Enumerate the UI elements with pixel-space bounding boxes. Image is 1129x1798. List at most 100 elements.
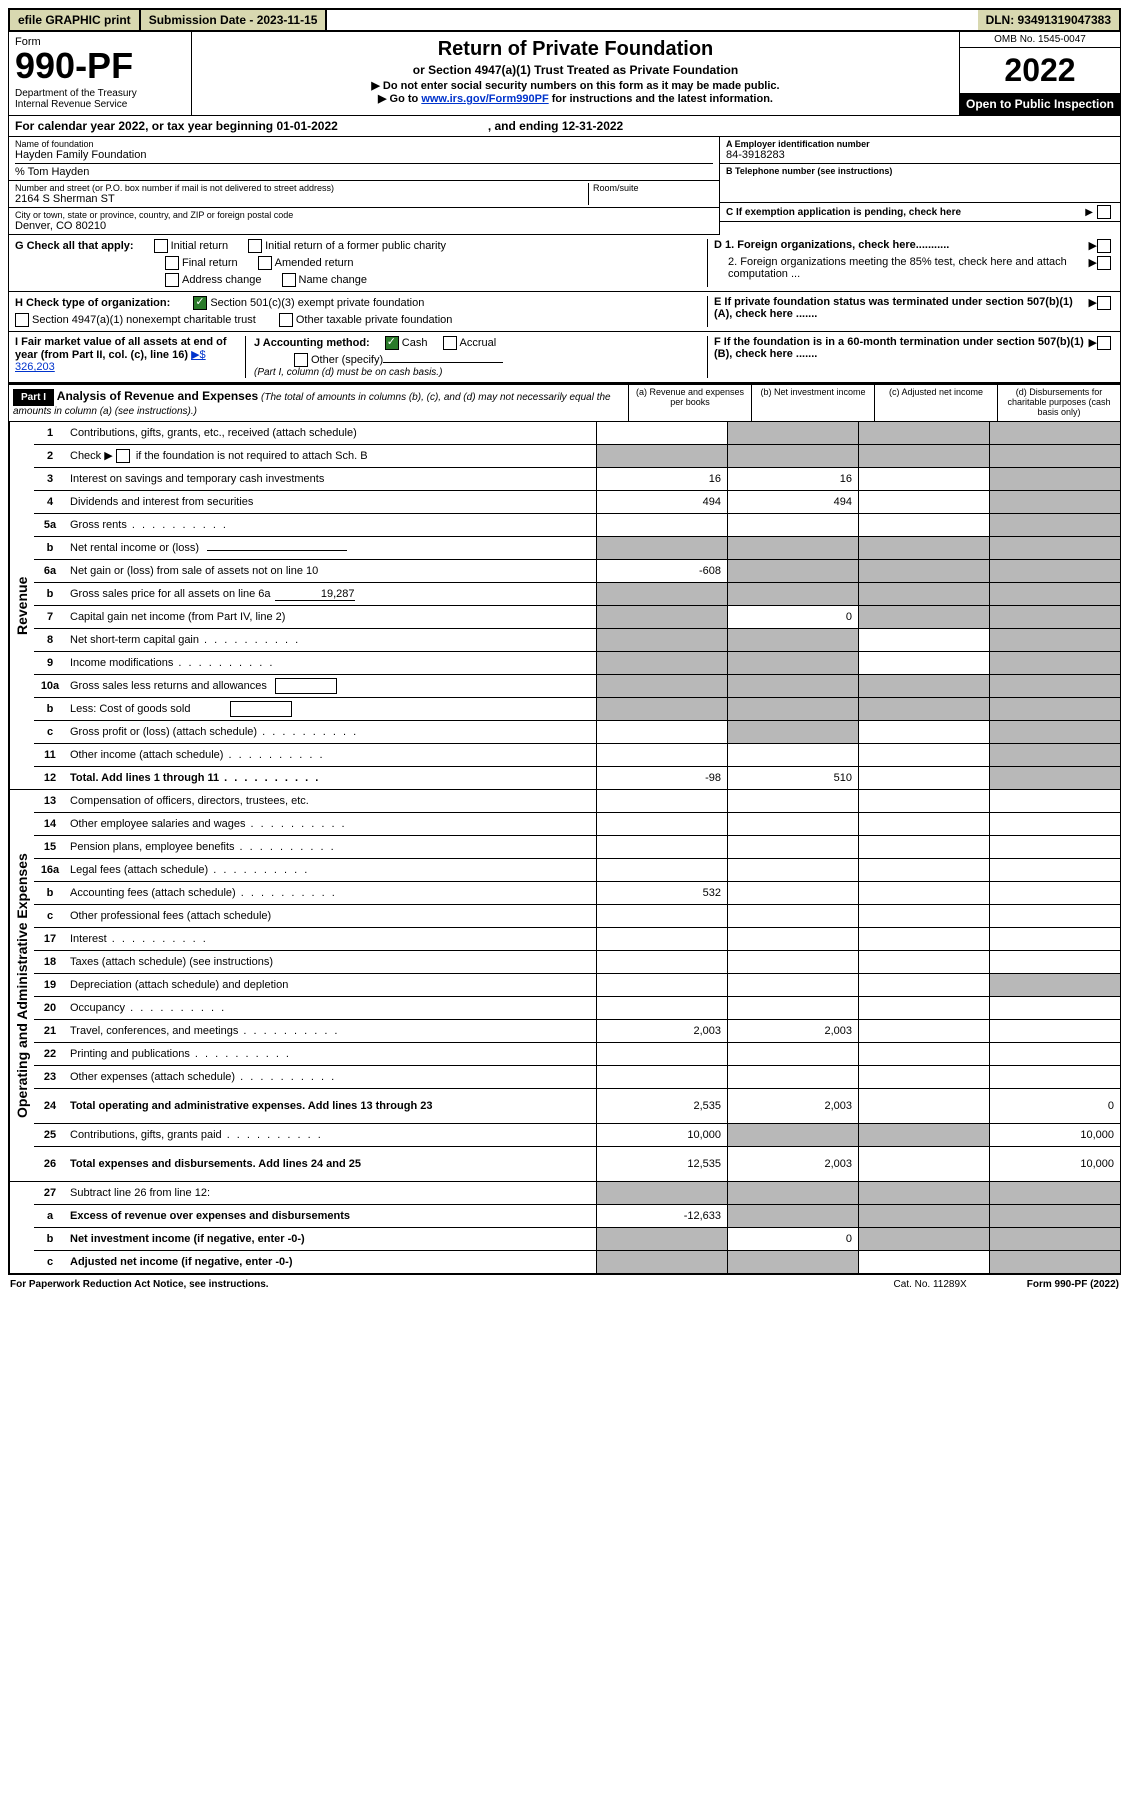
h-label: H Check type of organization: — [15, 297, 170, 309]
f-label: F If the foundation is in a 60-month ter… — [714, 336, 1089, 360]
efile-print-btn[interactable]: efile GRAPHIC print — [10, 10, 141, 30]
col-c-hdr: (c) Adjusted net income — [874, 385, 997, 421]
r12-desc: Total. Add lines 1 through 11 — [66, 770, 596, 786]
r27-desc: Subtract line 26 from line 12: — [66, 1185, 596, 1201]
h-other-checkbox[interactable] — [279, 313, 293, 327]
expenses-table: Operating and Administrative Expenses 13… — [8, 790, 1121, 1182]
col-d-hdr: (d) Disbursements for charitable purpose… — [997, 385, 1120, 421]
r3-a: 16 — [596, 468, 727, 490]
d2-label: 2. Foreign organizations meeting the 85%… — [714, 256, 1089, 280]
cal-end: , and ending 12-31-2022 — [488, 119, 623, 133]
d1-label: D 1. Foreign organizations, check here..… — [714, 239, 1089, 253]
r6b-val: 19,287 — [275, 588, 355, 601]
r10c-desc: Gross profit or (loss) (attach schedule) — [66, 724, 596, 740]
j-cash: Cash — [402, 337, 428, 349]
page-footer: For Paperwork Reduction Act Notice, see … — [8, 1275, 1121, 1294]
entity-info: Name of foundation Hayden Family Foundat… — [8, 137, 1121, 235]
r23-desc: Other expenses (attach schedule) — [66, 1069, 596, 1085]
r25-a: 10,000 — [596, 1124, 727, 1146]
d2-checkbox[interactable] — [1097, 256, 1111, 270]
open-to-public: Open to Public Inspection — [960, 93, 1120, 115]
footer-catno: Cat. No. 11289X — [894, 1279, 967, 1290]
r18-desc: Taxes (attach schedule) (see instruction… — [66, 954, 596, 970]
phone-label: B Telephone number (see instructions) — [726, 166, 1114, 176]
r19-desc: Depreciation (attach schedule) and deple… — [66, 977, 596, 993]
j-other-checkbox[interactable] — [294, 353, 308, 367]
e-checkbox[interactable] — [1097, 296, 1111, 310]
g-final-checkbox[interactable] — [165, 256, 179, 270]
j-cash-checkbox[interactable] — [385, 336, 399, 350]
r21-b: 2,003 — [727, 1020, 858, 1042]
name-label: Name of foundation — [15, 139, 713, 149]
r25-desc: Contributions, gifts, grants paid — [66, 1127, 596, 1143]
footer-left: For Paperwork Reduction Act Notice, see … — [10, 1279, 269, 1290]
r24-a: 2,535 — [596, 1089, 727, 1123]
r26-desc: Total expenses and disbursements. Add li… — [66, 1156, 596, 1172]
r12-b: 510 — [727, 767, 858, 789]
j-other: Other (specify) — [311, 354, 383, 366]
r2-checkbox[interactable] — [116, 449, 130, 463]
r16a-desc: Legal fees (attach schedule) — [66, 862, 596, 878]
g-address-checkbox[interactable] — [165, 273, 179, 287]
check-section-h: H Check type of organization: Section 50… — [8, 292, 1121, 332]
g-initial-checkbox[interactable] — [154, 239, 168, 253]
r16b-a: 532 — [596, 882, 727, 904]
h-4947-checkbox[interactable] — [15, 313, 29, 327]
r13-desc: Compensation of officers, directors, tru… — [66, 793, 596, 809]
irs-link[interactable]: www.irs.gov/Form990PF — [421, 93, 548, 105]
g-initial-former-checkbox[interactable] — [248, 239, 262, 253]
instr-post: for instructions and the latest informat… — [549, 93, 773, 105]
cal-begin: For calendar year 2022, or tax year begi… — [15, 119, 338, 133]
r22-desc: Printing and publications — [66, 1046, 596, 1062]
g-final: Final return — [182, 257, 238, 269]
d1-checkbox[interactable] — [1097, 239, 1111, 253]
r10b-desc: Less: Cost of goods sold — [66, 699, 596, 719]
r2-desc: Check ▶ if the foundation is not require… — [66, 447, 596, 465]
revenue-side-label: Revenue — [9, 422, 34, 789]
r8-desc: Net short-term capital gain — [66, 632, 596, 648]
g-label: G Check all that apply: — [15, 240, 134, 252]
g-amended: Amended return — [275, 257, 354, 269]
room-label: Room/suite — [593, 183, 713, 193]
r27b-b: 0 — [727, 1228, 858, 1250]
instr-pre: ▶ Go to — [378, 93, 421, 105]
r5b-desc: Net rental income or (loss) — [66, 540, 596, 556]
r4-a: 494 — [596, 491, 727, 513]
line27-table: 27Subtract line 26 from line 12: aExcess… — [8, 1182, 1121, 1275]
h-4947: Section 4947(a)(1) nonexempt charitable … — [32, 314, 256, 326]
r11-desc: Other income (attach schedule) — [66, 747, 596, 763]
r1-desc: Contributions, gifts, grants, etc., rece… — [66, 425, 596, 441]
part1-header-row: Part I Analysis of Revenue and Expenses … — [8, 384, 1121, 422]
expenses-side-label: Operating and Administrative Expenses — [9, 790, 34, 1181]
care-of: % Tom Hayden — [15, 163, 713, 178]
r25-d: 10,000 — [989, 1124, 1120, 1146]
e-label: E If private foundation status was termi… — [714, 296, 1089, 320]
r16c-desc: Other professional fees (attach schedule… — [66, 908, 596, 924]
f-checkbox[interactable] — [1097, 336, 1111, 350]
calendar-year-row: For calendar year 2022, or tax year begi… — [8, 116, 1121, 137]
street-address: 2164 S Sherman ST — [15, 193, 588, 205]
check-section-g: G Check all that apply: Initial return I… — [8, 235, 1121, 292]
g-amended-checkbox[interactable] — [258, 256, 272, 270]
part1-title: Analysis of Revenue and Expenses — [57, 389, 258, 403]
addr-label: Number and street (or P.O. box number if… — [15, 183, 588, 193]
h-other: Other taxable private foundation — [296, 314, 453, 326]
r7-b: 0 — [727, 606, 858, 628]
form-header: Form 990-PF Department of the Treasury I… — [8, 32, 1121, 116]
r9-desc: Income modifications — [66, 655, 596, 671]
r5a-desc: Gross rents — [66, 517, 596, 533]
r15-desc: Pension plans, employee benefits — [66, 839, 596, 855]
r20-desc: Occupancy — [66, 1000, 596, 1016]
c-checkbox[interactable] — [1097, 205, 1111, 219]
h-501c3-checkbox[interactable] — [193, 296, 207, 310]
r24-b: 2,003 — [727, 1089, 858, 1123]
j-accrual-checkbox[interactable] — [443, 336, 457, 350]
r17-desc: Interest — [66, 931, 596, 947]
submission-date: Submission Date - 2023-11-15 — [141, 10, 328, 30]
g-name-checkbox[interactable] — [282, 273, 296, 287]
form-number: 990-PF — [15, 48, 185, 84]
j-accrual: Accrual — [460, 337, 497, 349]
g-name: Name change — [299, 274, 368, 286]
r16b-desc: Accounting fees (attach schedule) — [66, 885, 596, 901]
r6a-a: -608 — [596, 560, 727, 582]
